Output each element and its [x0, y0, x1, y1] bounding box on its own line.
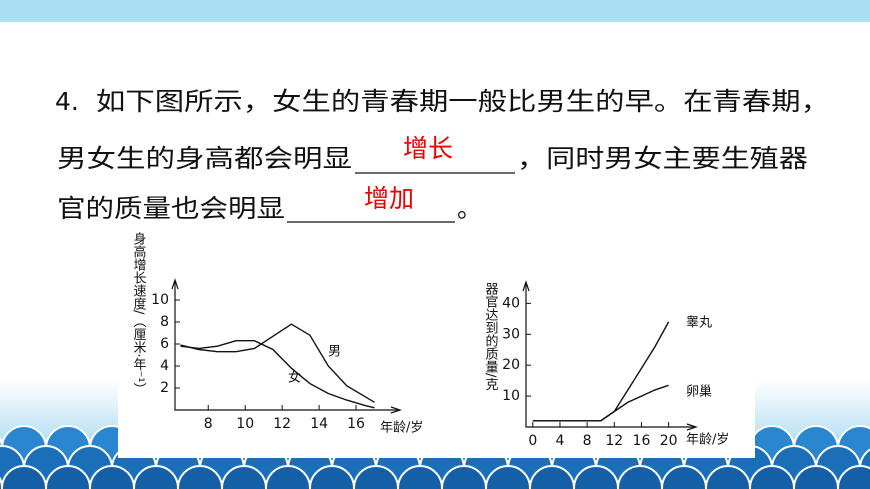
axis-arrow	[390, 406, 402, 414]
y-tick-label: 4	[160, 358, 169, 374]
x-tick-label: 14	[310, 416, 328, 432]
figure-box	[118, 232, 755, 458]
axis	[174, 281, 399, 411]
x-axis-label: 年龄/岁	[686, 433, 729, 448]
answer: 增长	[403, 134, 453, 163]
series-line	[532, 384, 669, 422]
y-tick-label: 20	[502, 357, 520, 373]
y-tick-label: 40	[502, 295, 520, 311]
question-line: 官的质量也会明显	[57, 194, 285, 223]
axis-arrow	[171, 278, 179, 290]
x-tick-label: 8	[204, 416, 213, 432]
question-line: 男女生的身高都会明显	[57, 144, 352, 173]
y-tick-label: 2	[160, 380, 169, 396]
series-line	[180, 340, 375, 409]
y-tick-label: 6	[160, 336, 169, 352]
x-tick-label: 4	[555, 433, 564, 449]
axis-arrow	[686, 423, 698, 431]
y-tick-label: 30	[502, 326, 520, 342]
wave	[837, 465, 870, 489]
x-tick-label: 10	[236, 416, 254, 432]
x-tick-label: 16	[347, 416, 365, 432]
y-tick-label: 8	[160, 314, 169, 330]
x-tick-label: 8	[583, 433, 592, 449]
series-label: 卵巢	[686, 385, 712, 400]
question-line: 如下图所示，女生的青春期一般比男生的早。在青春期，	[96, 87, 830, 116]
series-label: 睾丸	[686, 315, 712, 331]
x-tick-label: 0	[528, 433, 537, 449]
question-line: 。	[457, 194, 482, 223]
y-axis-label: 身高增长速度/（厘米·年⁻¹）	[131, 231, 147, 395]
question-number: 4.	[55, 87, 79, 116]
question-line: ，同时男女主要生殖器	[517, 144, 808, 173]
top-band	[0, 0, 870, 22]
x-tick-label: 12	[605, 433, 623, 449]
x-axis-label: 年龄/岁	[380, 421, 423, 436]
x-tick-label: 16	[633, 433, 651, 449]
series-label: 男	[328, 345, 341, 360]
y-axis-label: 器官达到的质量/克	[483, 282, 499, 392]
answer: 增加	[364, 184, 414, 213]
y-tick-label: 10	[502, 388, 520, 404]
charts: 身高增长速度/（厘米·年⁻¹） 年龄/岁 2 4 6 8 10 8 10 12 14 16 男女 器官达到…	[131, 231, 730, 449]
x-tick-label: 12	[273, 416, 291, 432]
axis-arrow	[522, 280, 530, 292]
series-label: 女	[288, 370, 301, 386]
axis	[525, 283, 695, 428]
x-tick-label: 20	[660, 433, 678, 449]
y-tick-label: 10	[151, 292, 169, 308]
series-line	[180, 323, 375, 403]
